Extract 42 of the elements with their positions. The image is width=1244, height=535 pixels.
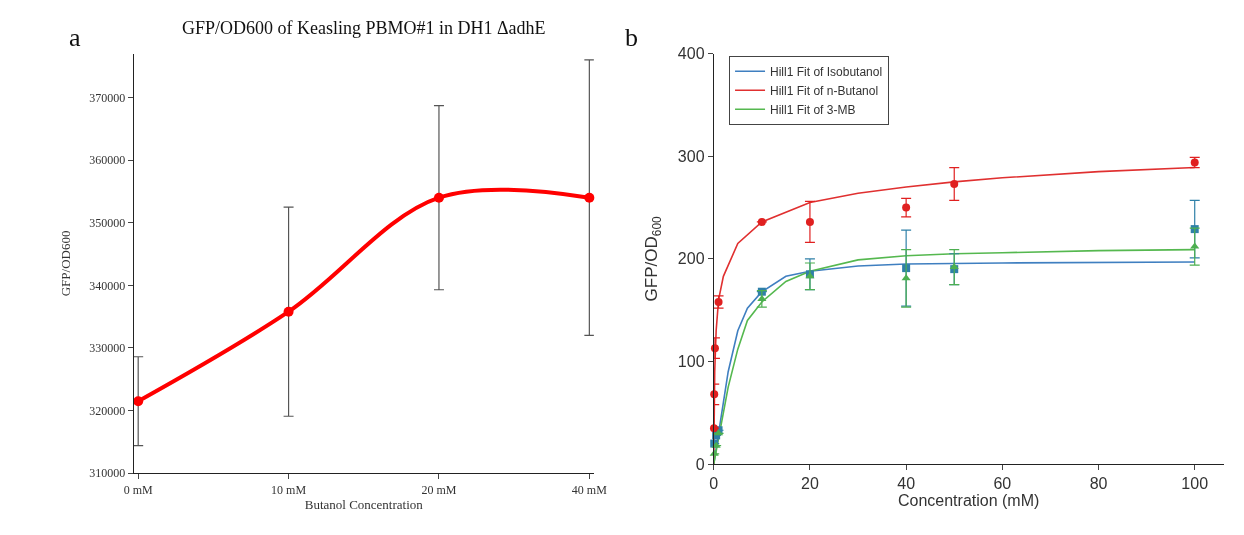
y-tick-label: 360000 bbox=[89, 153, 126, 168]
point bbox=[433, 192, 444, 203]
y-tick-label: 400 bbox=[677, 45, 705, 63]
point bbox=[584, 192, 595, 203]
x-tick-label: 20 bbox=[801, 475, 819, 493]
point bbox=[283, 306, 294, 317]
point bbox=[902, 203, 911, 212]
x-tick-label: 40 bbox=[897, 475, 916, 493]
point bbox=[757, 294, 767, 301]
point bbox=[757, 217, 766, 226]
y-tick-label: 100 bbox=[677, 353, 705, 371]
y-tick-label: 310000 bbox=[89, 466, 126, 481]
point bbox=[805, 217, 814, 226]
chart-title: GFP/OD600 of Keasling PBMO#1 in DH1 ΔadhE bbox=[182, 18, 546, 38]
y-tick-label: 340000 bbox=[89, 278, 126, 293]
y-tick-label: 320000 bbox=[89, 403, 126, 418]
legend-label: Hill1 Fit of 3-MB bbox=[770, 102, 856, 117]
x-tick-label: 100 bbox=[1181, 475, 1209, 493]
x-tick-label: 80 bbox=[1089, 475, 1108, 493]
x-tick-label: 10 mM bbox=[271, 482, 307, 497]
y-tick-label: 200 bbox=[677, 250, 705, 268]
y-tick-label: 330000 bbox=[89, 341, 126, 356]
x-axis-title: Concentration (mM) bbox=[897, 492, 1040, 510]
y-tick-label: 350000 bbox=[89, 215, 126, 230]
text: a bbox=[69, 23, 81, 52]
text: b bbox=[625, 23, 638, 52]
point bbox=[950, 179, 959, 188]
x-tick-label: 20 mM bbox=[421, 482, 457, 497]
x-axis-title: Butanol Concentration bbox=[304, 496, 424, 512]
point bbox=[949, 263, 959, 270]
y-tick-label: 370000 bbox=[89, 90, 126, 105]
x-tick-label: 40 mM bbox=[571, 482, 608, 497]
point bbox=[1190, 242, 1200, 249]
x-tick-label: 60 bbox=[993, 475, 1012, 493]
x-tick-label: 0 mM bbox=[123, 482, 154, 497]
y-tick-label: 0 bbox=[695, 455, 705, 473]
legend-label: Hill1 Fit of Isobutanol bbox=[770, 64, 883, 79]
point bbox=[133, 396, 144, 407]
y-tick-label: 300 bbox=[677, 147, 705, 165]
x-tick-label: 0 bbox=[709, 475, 719, 493]
legend-label: Hill1 Fit of n-Butanol bbox=[770, 83, 879, 98]
y-axis-title: GFP/OD600 bbox=[58, 230, 74, 297]
